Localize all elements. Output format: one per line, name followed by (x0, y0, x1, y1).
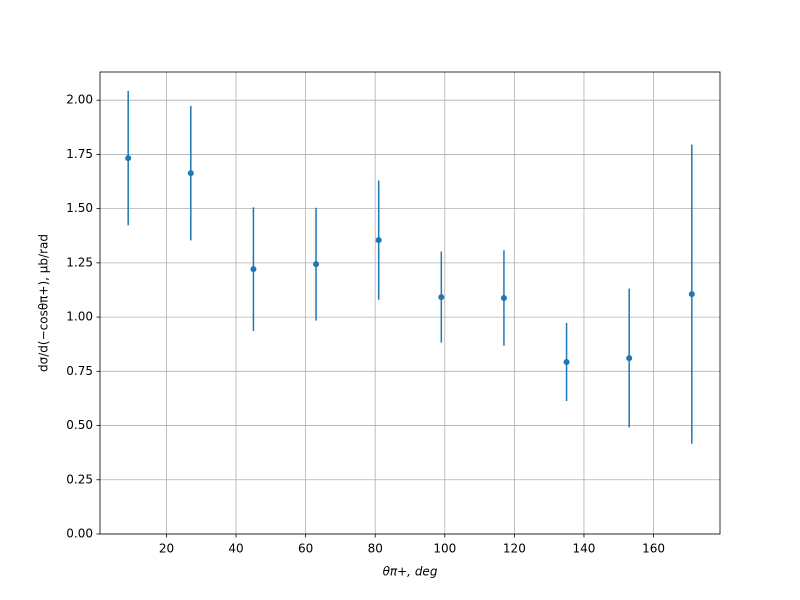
x-tick-label: 120 (503, 542, 526, 556)
data-point (125, 155, 132, 162)
x-tick-label: 140 (573, 542, 596, 556)
x-tick-label: 60 (298, 542, 313, 556)
x-axis-label: θπ+, deg (383, 565, 438, 579)
y-tick-label: 0.25 (66, 472, 93, 486)
y-tick-label: 2.00 (66, 93, 93, 107)
x-tick-label: 100 (433, 542, 456, 556)
y-tick-label: 0.00 (66, 527, 93, 541)
x-tick-label: 40 (228, 542, 243, 556)
data-point (375, 237, 382, 244)
data-point (563, 358, 570, 365)
x-tick-label: 160 (642, 542, 665, 556)
y-axis-label: dσ/d(−cosθπ+), μb/rad (37, 234, 51, 372)
data-point (500, 295, 507, 302)
y-tick-label: 1.00 (66, 310, 93, 324)
y-tick-label: 1.50 (66, 201, 93, 215)
data-point (438, 294, 445, 301)
y-tick-label: 0.75 (66, 364, 93, 378)
data-point (688, 291, 695, 298)
data-point (187, 170, 194, 177)
y-tick-label: 1.25 (66, 255, 93, 269)
x-tick-label: 20 (159, 542, 174, 556)
data-point (313, 261, 320, 268)
data-point (250, 266, 257, 273)
plot-frame (99, 71, 721, 535)
data-point (626, 355, 633, 362)
x-tick-label: 80 (368, 542, 383, 556)
y-tick-label: 0.50 (66, 418, 93, 432)
y-tick-label: 1.75 (66, 147, 93, 161)
